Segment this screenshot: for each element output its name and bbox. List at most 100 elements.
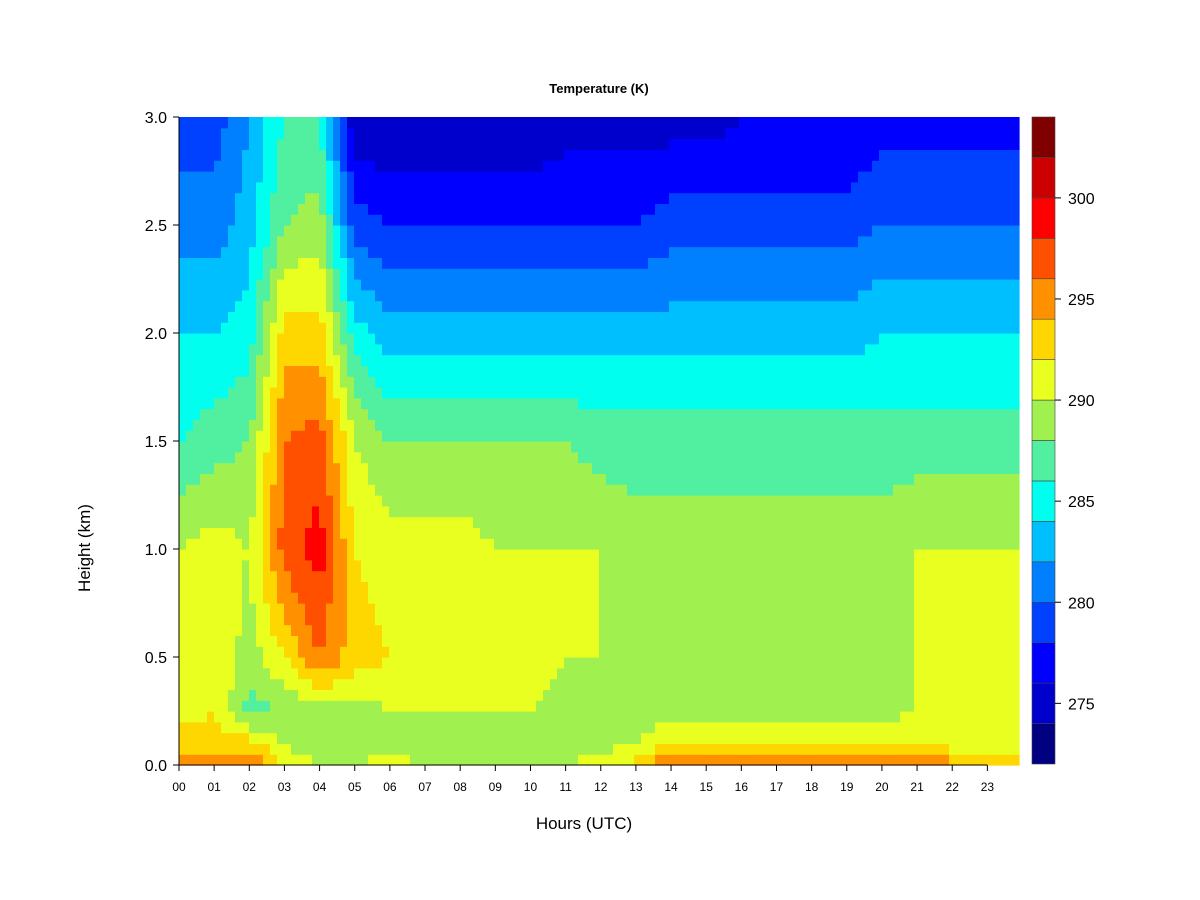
heatmap-cell bbox=[375, 127, 383, 140]
heatmap-cell bbox=[613, 214, 621, 226]
heatmap-cell bbox=[564, 203, 572, 215]
heatmap-cell bbox=[571, 624, 579, 636]
heatmap-cell bbox=[669, 214, 677, 226]
heatmap-cell bbox=[550, 441, 558, 453]
heatmap-cell bbox=[193, 592, 201, 604]
heatmap-cell bbox=[669, 160, 677, 172]
heatmap-cell bbox=[249, 451, 257, 464]
heatmap-cell bbox=[725, 430, 733, 442]
heatmap-cell bbox=[564, 181, 572, 194]
heatmap-cell bbox=[508, 225, 516, 237]
heatmap-cell bbox=[270, 300, 278, 312]
heatmap-cell bbox=[662, 462, 670, 474]
heatmap-cell bbox=[662, 754, 670, 766]
heatmap-cell bbox=[641, 419, 649, 431]
heatmap-cell bbox=[487, 430, 495, 442]
heatmap-cell bbox=[417, 754, 425, 766]
heatmap-cell bbox=[753, 408, 761, 420]
heatmap-cell bbox=[389, 354, 397, 366]
heatmap-cell bbox=[571, 279, 579, 291]
heatmap-cell bbox=[536, 333, 544, 345]
heatmap-cell bbox=[193, 527, 201, 539]
heatmap-cell bbox=[438, 192, 446, 204]
heatmap-cell bbox=[193, 268, 201, 280]
heatmap-cell bbox=[718, 689, 726, 701]
heatmap-cell bbox=[508, 289, 516, 302]
heatmap-cell bbox=[571, 516, 579, 528]
heatmap-cell bbox=[424, 376, 432, 388]
heatmap-cell bbox=[186, 592, 194, 604]
heatmap-cell bbox=[592, 322, 600, 334]
heatmap-cell bbox=[536, 678, 544, 690]
heatmap-cell bbox=[200, 300, 208, 312]
heatmap-cell bbox=[256, 311, 264, 323]
heatmap-cell bbox=[536, 711, 544, 723]
heatmap-cell bbox=[361, 624, 369, 636]
heatmap-cell bbox=[557, 743, 565, 755]
heatmap-cell bbox=[424, 127, 432, 140]
heatmap-cell bbox=[291, 149, 299, 161]
heatmap-cell bbox=[718, 592, 726, 604]
heatmap-cell bbox=[214, 657, 222, 669]
heatmap-cell bbox=[186, 225, 194, 237]
heatmap-cell bbox=[375, 311, 383, 323]
heatmap-cell bbox=[676, 171, 684, 183]
heatmap-cell bbox=[641, 451, 649, 464]
heatmap-cell bbox=[417, 203, 425, 215]
heatmap-cell bbox=[641, 570, 649, 582]
heatmap-cell bbox=[676, 646, 684, 658]
heatmap-cell bbox=[697, 613, 705, 626]
heatmap-cell bbox=[389, 343, 397, 356]
heatmap-cell bbox=[662, 732, 670, 744]
heatmap-cell bbox=[228, 549, 236, 561]
heatmap-cell bbox=[760, 592, 768, 604]
heatmap-cell bbox=[340, 603, 348, 615]
heatmap-cell bbox=[718, 322, 726, 334]
heatmap-cell bbox=[746, 657, 754, 669]
heatmap-cell bbox=[368, 365, 376, 377]
heatmap-cell bbox=[270, 192, 278, 204]
heatmap-cell bbox=[732, 235, 740, 248]
heatmap-cell bbox=[333, 743, 341, 755]
heatmap-cell bbox=[578, 343, 586, 356]
heatmap-cell bbox=[725, 678, 733, 690]
heatmap-cell bbox=[291, 538, 299, 550]
heatmap-cell bbox=[291, 711, 299, 723]
heatmap-cell bbox=[634, 117, 642, 129]
heatmap-cell bbox=[655, 246, 663, 258]
heatmap-cell bbox=[753, 721, 761, 734]
heatmap-cell bbox=[690, 300, 698, 312]
heatmap-cell bbox=[718, 495, 726, 507]
heatmap-cell bbox=[431, 257, 439, 269]
heatmap-cell bbox=[403, 624, 411, 636]
heatmap-cell bbox=[340, 732, 348, 744]
heatmap-cell bbox=[690, 408, 698, 420]
heatmap-cell bbox=[592, 505, 600, 518]
heatmap-cell bbox=[340, 311, 348, 323]
heatmap-cell bbox=[557, 376, 565, 388]
heatmap-cell bbox=[746, 171, 754, 183]
heatmap-cell bbox=[697, 700, 705, 712]
heatmap-cell bbox=[564, 117, 572, 129]
heatmap-cell bbox=[592, 603, 600, 615]
heatmap-cell bbox=[284, 527, 292, 539]
heatmap-cell bbox=[249, 527, 257, 539]
heatmap-cell bbox=[382, 559, 390, 572]
heatmap-cell bbox=[641, 430, 649, 442]
heatmap-cell bbox=[466, 365, 474, 377]
heatmap-cell bbox=[221, 408, 229, 420]
heatmap-cell bbox=[473, 743, 481, 755]
heatmap-cell bbox=[242, 549, 250, 561]
heatmap-cell bbox=[403, 149, 411, 161]
heatmap-cell bbox=[242, 387, 250, 399]
heatmap-cell bbox=[403, 225, 411, 237]
heatmap-cell bbox=[739, 408, 747, 420]
heatmap-cell bbox=[473, 732, 481, 744]
heatmap-cell bbox=[613, 516, 621, 528]
heatmap-cell bbox=[361, 678, 369, 690]
heatmap-cell bbox=[557, 235, 565, 248]
heatmap-cell bbox=[424, 268, 432, 280]
heatmap-cell bbox=[375, 203, 383, 215]
heatmap-cell bbox=[249, 365, 257, 377]
heatmap-cell bbox=[382, 495, 390, 507]
